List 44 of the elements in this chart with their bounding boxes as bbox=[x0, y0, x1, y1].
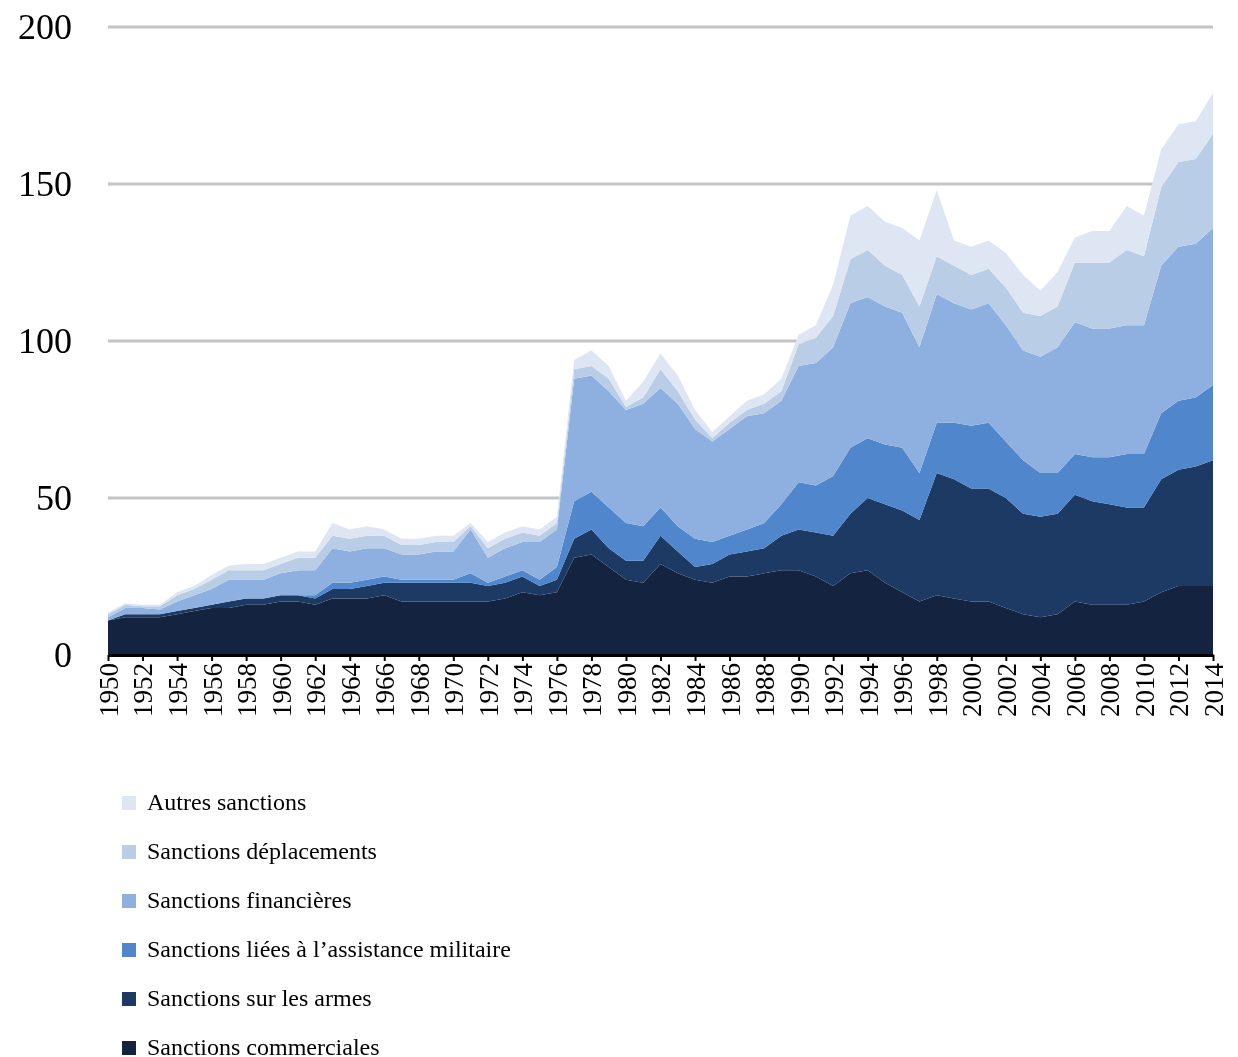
x-tick-label: 1994 bbox=[853, 662, 884, 717]
x-tick-label: 1978 bbox=[577, 663, 608, 717]
x-tick-label: 1986 bbox=[715, 663, 746, 717]
x-tick-label: 2014 bbox=[1198, 662, 1229, 717]
x-tick-label: 1982 bbox=[646, 663, 677, 717]
y-tick-label: 150 bbox=[18, 164, 72, 205]
x-tick-label: 2000 bbox=[957, 663, 988, 717]
x-tick-label: 1950 bbox=[93, 663, 124, 717]
x-tick-label: 1958 bbox=[232, 663, 263, 717]
legend-label: Sanctions commerciales bbox=[147, 1034, 380, 1057]
x-tick-label: 2010 bbox=[1129, 663, 1160, 717]
x-tick-label: 1980 bbox=[611, 663, 642, 717]
legend-label: Autres sanctions bbox=[147, 789, 307, 815]
x-tick-label: 1966 bbox=[370, 663, 401, 717]
x-tick-label: 2002 bbox=[991, 663, 1022, 717]
x-tick-label: 1954 bbox=[163, 662, 194, 717]
legend-label: Sanctions liées à l’assistance militaire bbox=[147, 936, 511, 962]
y-tick-label: 200 bbox=[18, 7, 72, 48]
x-tick-label: 1992 bbox=[819, 663, 850, 717]
x-tick-label: 1952 bbox=[128, 663, 159, 717]
x-tick-label: 1998 bbox=[922, 663, 953, 717]
y-tick-label: 0 bbox=[54, 635, 72, 676]
x-tick-label: 1984 bbox=[680, 662, 711, 717]
x-tick-label: 1976 bbox=[542, 663, 573, 717]
legend-label: Sanctions financières bbox=[147, 887, 352, 913]
y-tick-label: 50 bbox=[36, 478, 72, 519]
x-tick-label: 2012 bbox=[1164, 663, 1195, 717]
x-tick-label: 1968 bbox=[404, 663, 435, 717]
x-tick-label: 1964 bbox=[335, 662, 366, 717]
x-tick-label: 1972 bbox=[473, 663, 504, 717]
x-tick-label: 1970 bbox=[439, 663, 470, 717]
x-tick-label: 2006 bbox=[1060, 663, 1091, 717]
x-tick-label: 2008 bbox=[1095, 663, 1126, 717]
x-tick-label: 1974 bbox=[508, 662, 539, 717]
legend-label: Sanctions sur les armes bbox=[147, 985, 372, 1011]
x-tick-label: 1990 bbox=[784, 663, 815, 717]
x-tick-label: 1962 bbox=[301, 663, 332, 717]
x-tick-label: 1956 bbox=[197, 663, 228, 717]
legend-label: Sanctions déplacements bbox=[147, 838, 377, 864]
x-tick-label: 1988 bbox=[750, 663, 781, 717]
x-tick-label: 2004 bbox=[1026, 662, 1057, 717]
x-tick-label: 1996 bbox=[888, 663, 919, 717]
x-tick-label: 1960 bbox=[266, 663, 297, 717]
y-tick-label: 100 bbox=[18, 321, 72, 362]
